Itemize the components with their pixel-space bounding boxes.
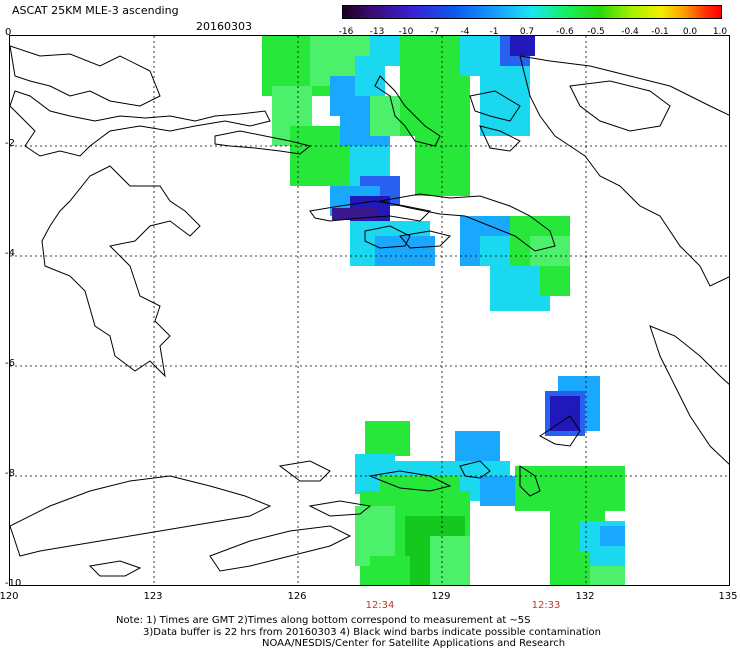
y-axis-label: 0 (5, 27, 12, 38)
x-axis-label: 135 (718, 591, 738, 602)
x-axis-label: 132 (575, 591, 595, 602)
coastline-timor-east (278, 460, 331, 482)
coastline-halmahera (374, 75, 441, 147)
swath-cell (510, 36, 535, 56)
coastline-timor (10, 475, 272, 557)
colorbar (342, 5, 722, 19)
colorbar-tick: -0.1 (651, 27, 669, 37)
y-axis-label: -4 (5, 248, 15, 259)
swath-cell (365, 421, 410, 456)
swath-cell (540, 266, 570, 296)
coastline-seram (379, 193, 556, 252)
coastline-ambon (364, 225, 411, 249)
coastline-timor-south (209, 525, 352, 572)
swath-cell (480, 66, 530, 136)
pass-time: 12:34 (365, 600, 395, 611)
coastline-top-islands (10, 45, 161, 107)
swath-cell (550, 551, 590, 585)
colorbar-tick: -7 (430, 27, 440, 37)
colorbar-tick: -0.5 (587, 27, 605, 37)
y-axis-label: -2 (5, 138, 15, 149)
coastline-halmahera-east (469, 90, 521, 122)
coastline-babar (459, 460, 491, 479)
colorbar-tick: 0.7 (519, 27, 535, 37)
y-axis-label: -8 (5, 468, 15, 479)
coastline-sulawesi (41, 165, 201, 378)
y-axis-label: -10 (5, 578, 22, 589)
coastline-sula-islands (214, 130, 312, 155)
y-axis-label: -6 (5, 358, 15, 369)
x-axis-label: 126 (287, 591, 307, 602)
pass-time: 12:33 (531, 600, 561, 611)
coastline-sumba (88, 560, 142, 577)
colorbar-tick: -0.4 (621, 27, 639, 37)
swath-cell (310, 146, 350, 186)
x-axis-label: 129 (431, 591, 451, 602)
coastlines (10, 45, 729, 577)
coastline-alor (308, 500, 372, 517)
note-line: 3)Data buffer is 22 hrs from 20160303 4)… (143, 627, 601, 638)
map-date: 20160303 (196, 20, 252, 33)
colorbar-tick: -10 (398, 27, 414, 37)
note-line: NOAA/NESDIS/Center for Satellite Applica… (262, 638, 566, 649)
swath-cell (375, 236, 435, 266)
coastline-bird-head (569, 80, 671, 132)
swath-cell (415, 136, 470, 196)
swath-cell (332, 208, 377, 220)
swath-cell (480, 476, 515, 506)
swath-cell (590, 566, 625, 585)
coastline-tanimbar (519, 465, 541, 497)
swath-cell (530, 466, 625, 511)
colorbar-tick: 0.0 (682, 27, 698, 37)
swath-cell (600, 526, 625, 546)
map-title: ASCAT 25KM MLE-3 ascending (12, 4, 179, 17)
swath-cell (400, 36, 470, 136)
colorbar-tick: -1 (489, 27, 499, 37)
x-axis-label: 120 (0, 591, 19, 602)
coastline-new-guinea (519, 55, 729, 287)
colorbar-tick: -13 (369, 27, 385, 37)
data-swath (262, 36, 625, 585)
x-axis-label: 123 (143, 591, 163, 602)
colorbar-tick: -0.6 (556, 27, 574, 37)
coastline-kai (539, 415, 581, 447)
coastline-wetar (368, 470, 452, 492)
map-plot (9, 35, 730, 586)
coastline-north-sulawesi (10, 90, 271, 157)
swath-cell (430, 536, 470, 585)
swath-cell (370, 556, 410, 585)
coastline-buru-south (399, 230, 451, 249)
note-line: Note: 1) Times are GMT 2)Times along bot… (116, 615, 531, 626)
colorbar-tick: -4 (460, 27, 470, 37)
map-canvas (10, 36, 729, 585)
colorbar-tick: -16 (338, 27, 354, 37)
coastline-buru (309, 200, 432, 222)
coastline-se-new-guinea (649, 325, 729, 465)
grid-lines (10, 36, 729, 585)
swath-cell (550, 396, 580, 431)
colorbar-tick: 1.0 (712, 27, 728, 37)
